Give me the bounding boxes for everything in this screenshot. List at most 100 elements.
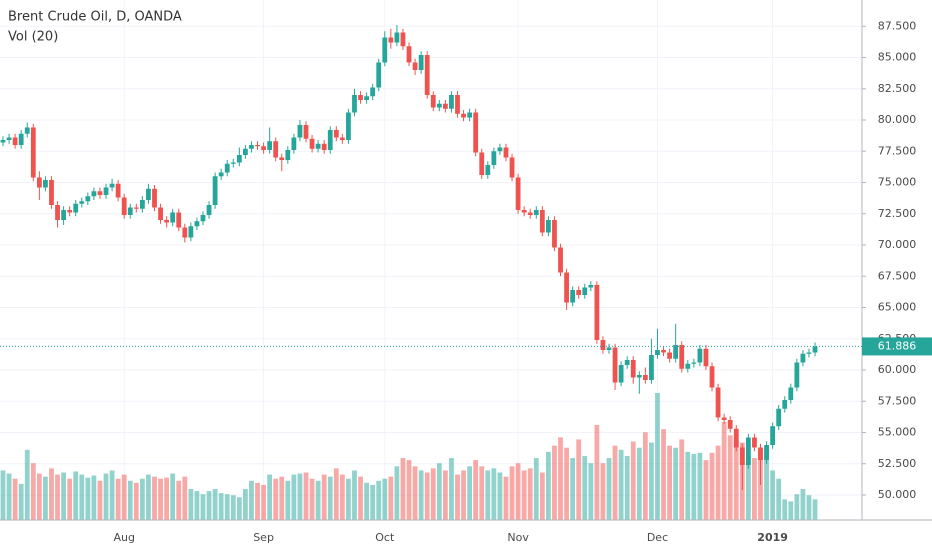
volume-bar: [243, 489, 248, 520]
volume-bar: [364, 482, 369, 520]
volume-bar: [200, 494, 206, 520]
volume-bar: [297, 473, 303, 520]
volume-bar: [594, 425, 600, 520]
candle-body: [400, 32, 406, 47]
candle-body: [533, 210, 539, 215]
volume-bar: [273, 478, 279, 520]
candle-body: [442, 103, 448, 109]
volume-bar: [346, 478, 351, 520]
y-tick-label: 57.500: [878, 394, 917, 407]
volume-bar: [394, 466, 400, 520]
candle-body: [800, 353, 806, 363]
candle-body: [588, 285, 594, 288]
candle-body: [764, 445, 769, 460]
y-tick-label: 52.500: [878, 457, 917, 470]
volume-bar: [673, 447, 679, 520]
candle-body: [491, 151, 497, 165]
volume-bar: [788, 501, 794, 520]
volume-bar: [6, 473, 12, 520]
volume-bar: [612, 445, 618, 520]
volume-bar: [412, 466, 418, 520]
candle-body: [449, 95, 454, 109]
volume-bar: [230, 495, 236, 520]
volume-bar: [424, 472, 430, 520]
volume-bar: [546, 451, 551, 520]
candle-body: [473, 112, 479, 153]
volume-bar: [461, 470, 466, 520]
candle-body: [146, 188, 151, 200]
volume-bar: [370, 484, 376, 520]
volume-bar: [12, 478, 18, 520]
candle-body: [291, 137, 297, 150]
candle-body: [333, 130, 339, 138]
candle-body: [679, 345, 685, 369]
candle-body: [794, 362, 800, 388]
candle-body: [382, 37, 388, 63]
volume-bar: [685, 451, 691, 520]
candle-body: [261, 146, 266, 150]
volume-bar: [188, 489, 194, 520]
candle-body: [267, 141, 273, 150]
volume-bar: [176, 480, 182, 520]
candle-body: [776, 408, 782, 427]
y-tick-label: 85.000: [878, 51, 917, 64]
volume-bar: [776, 478, 782, 520]
candle-body: [67, 210, 73, 213]
candle-body: [546, 220, 551, 233]
volume-bar: [352, 470, 357, 520]
volume-bar: [709, 452, 715, 520]
candle-body: [715, 387, 721, 418]
candle-body: [315, 143, 321, 149]
volume-bar: [261, 484, 266, 520]
volume-bar: [333, 468, 339, 520]
volume-bar: [467, 466, 473, 520]
candle-body: [103, 187, 109, 195]
volume-bar: [661, 429, 666, 520]
y-tick-label: 60.000: [878, 363, 917, 376]
candle-body: [661, 350, 666, 353]
candle-body: [200, 215, 206, 222]
volume-bar: [309, 478, 315, 520]
candle-body: [61, 210, 66, 220]
volume-bar: [152, 476, 157, 520]
candle-body: [85, 196, 91, 202]
volume-bar: [485, 470, 491, 520]
volume-bar: [509, 466, 515, 520]
volume-bar: [606, 458, 612, 520]
candle-body: [24, 127, 30, 134]
volume-bar: [115, 478, 121, 520]
y-tick-label: 67.500: [878, 269, 917, 282]
volume-bar: [812, 499, 818, 520]
volume-bar: [61, 472, 66, 520]
volume-bar: [642, 432, 648, 520]
candle-body: [273, 141, 279, 158]
candle-body: [194, 221, 200, 227]
x-tick-label: Sep: [253, 531, 274, 544]
candle-body: [109, 183, 115, 188]
volume-bar: [479, 466, 485, 520]
volume-bar: [127, 480, 133, 520]
candle-body: [721, 417, 727, 420]
volume-bar: [582, 455, 588, 520]
volume-bar: [649, 442, 654, 520]
volume-bar: [449, 458, 454, 520]
candle-body: [182, 227, 188, 238]
candle-body: [600, 340, 606, 350]
candle-body: [18, 133, 24, 145]
candle-body: [406, 46, 412, 63]
volume-bar: [733, 439, 739, 520]
volume-bar: [224, 494, 230, 520]
candle-body: [412, 62, 418, 70]
candle-body: [497, 147, 503, 152]
volume-bar: [782, 499, 788, 520]
candle-body: [12, 137, 18, 145]
candle-body: [539, 210, 545, 233]
candle-body: [170, 212, 176, 223]
x-tick-label: Dec: [647, 531, 668, 544]
volume-bar: [758, 451, 763, 520]
candle-body: [176, 212, 182, 228]
volume-bar: [558, 437, 563, 520]
volume-bar: [388, 476, 394, 520]
volume-bar: [24, 449, 30, 520]
candle-body: [152, 188, 157, 208]
